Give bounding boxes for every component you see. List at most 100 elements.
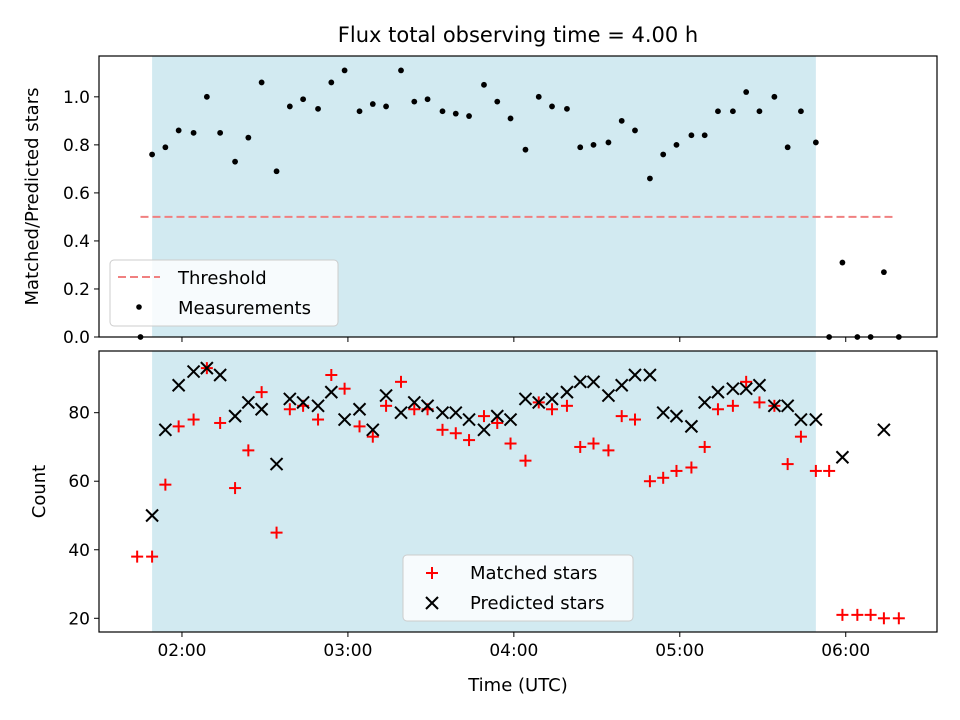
y-tick-label: 0.2 — [63, 280, 90, 300]
count-marks — [131, 361, 905, 625]
predicted-star-point — [601, 388, 616, 403]
predicted-star-point — [684, 419, 699, 434]
predicted-star-point — [449, 405, 463, 420]
predicted-star-point — [171, 378, 186, 392]
predicted-star-point — [158, 423, 173, 437]
matched-star-point — [698, 440, 711, 453]
matched-star-point — [711, 403, 724, 416]
predicted-star-point — [407, 395, 421, 410]
predicted-star-point — [615, 378, 629, 392]
measurement-point — [535, 93, 542, 100]
predicted-star-point — [532, 395, 546, 410]
x-tick-label: 03:00 — [323, 641, 372, 661]
predicted-star-point — [394, 405, 408, 420]
matched-star-point — [491, 416, 504, 429]
matched-star-point — [794, 430, 807, 443]
measurement-point — [756, 108, 763, 115]
y-tick-label: 0.8 — [63, 136, 90, 156]
predicted-star-point — [809, 412, 823, 427]
matched-star-point — [602, 444, 615, 457]
matched-star-point — [255, 386, 268, 399]
predicted-star-point — [503, 412, 518, 427]
ratio-legend-box — [109, 259, 339, 327]
matched-star-point — [270, 526, 283, 539]
matched-star-point — [131, 550, 144, 563]
count-legend-box — [402, 554, 634, 622]
measurement-point — [481, 81, 487, 88]
measurement-point — [175, 127, 182, 134]
predicted-star-point — [420, 399, 435, 413]
predicted-star-point — [586, 375, 601, 389]
measurement-point — [647, 175, 653, 182]
matched-star-point — [380, 399, 393, 412]
matched-star-point — [436, 423, 449, 436]
y-tick-label: 60 — [68, 472, 90, 492]
predicted-star-point — [296, 395, 310, 410]
predicted-star-point — [518, 392, 533, 406]
measurement-point — [411, 98, 418, 105]
matched-star-point — [519, 454, 532, 467]
measurement-point — [605, 139, 612, 146]
matched-star-point — [187, 413, 200, 426]
predicted-star-point — [352, 402, 367, 416]
legend-threshold-label: Threshold — [177, 268, 267, 289]
matched-star-point — [408, 403, 421, 416]
measurement-point — [300, 96, 307, 103]
matched-star-point — [587, 437, 600, 450]
matched-star-point — [242, 444, 255, 457]
predicted-star-point — [877, 423, 891, 437]
x-tick-label: 04:00 — [489, 641, 538, 661]
measurement-point — [398, 67, 404, 74]
measurement-point — [356, 108, 363, 115]
predicted-star-point — [835, 450, 850, 464]
measurement-point — [522, 146, 529, 153]
legend-measurements-label: Measurements — [178, 298, 311, 319]
measurement-point — [245, 134, 252, 141]
measurement-point — [315, 105, 321, 112]
matched-star-point — [477, 410, 490, 423]
ratio-axis-ticks: 0.0 0.2 0.4 0.6 0.8 1.0 — [63, 88, 847, 348]
count-legend: Matched stars Predicted stars — [402, 554, 634, 622]
legend-predicted-swatch — [425, 596, 439, 610]
predicted-star-point — [628, 368, 642, 382]
measurement-point — [549, 103, 555, 110]
predicted-star-point — [477, 423, 491, 437]
matched-star-point — [864, 608, 877, 621]
measurement-point — [798, 108, 804, 115]
chart-title: Flux total observing time = 4.00 h — [338, 23, 698, 47]
matched-star-point — [781, 458, 794, 471]
matched-star-point — [449, 427, 462, 440]
measurement-point — [149, 151, 156, 158]
predicted-star-point — [739, 381, 753, 396]
legend-matched-swatch — [426, 567, 438, 579]
matched-star-point — [312, 413, 325, 426]
matched-star-point — [146, 550, 159, 563]
predicted-star-point — [462, 412, 476, 427]
y-tick-label: 0.0 — [63, 328, 90, 348]
predicted-star-point — [560, 385, 574, 399]
y-tick-label: 80 — [68, 404, 90, 424]
measurement-point — [577, 144, 584, 151]
predicted-star-point — [200, 361, 214, 375]
predicted-star-point — [726, 381, 740, 396]
predicted-star-point — [490, 409, 504, 423]
measurement-point — [328, 79, 335, 86]
matched-star-point — [229, 482, 242, 495]
measurement-point — [258, 79, 265, 86]
matched-star-point — [504, 437, 517, 450]
measurement-point — [424, 96, 431, 103]
measurement-point — [452, 110, 459, 117]
matched-star-point — [159, 478, 172, 491]
measurement-point — [632, 127, 638, 134]
matched-star-point — [283, 403, 296, 416]
predicted-star-point — [213, 368, 227, 382]
matched-star-point — [892, 612, 905, 625]
measurement-point — [880, 269, 887, 276]
measurement-point — [729, 108, 736, 115]
matched-star-point — [726, 399, 739, 412]
predicted-star-point — [379, 388, 393, 403]
predicted-star-point — [186, 364, 201, 379]
count-axis-ticks: 02:00 03:00 04:00 05:00 06:00 20 40 60 80 — [68, 404, 870, 661]
ratio-panel: 0.0 0.2 0.4 0.6 0.8 1.0 Matched/Predicted sta… — [22, 55, 938, 348]
matched-star-point — [628, 413, 641, 426]
